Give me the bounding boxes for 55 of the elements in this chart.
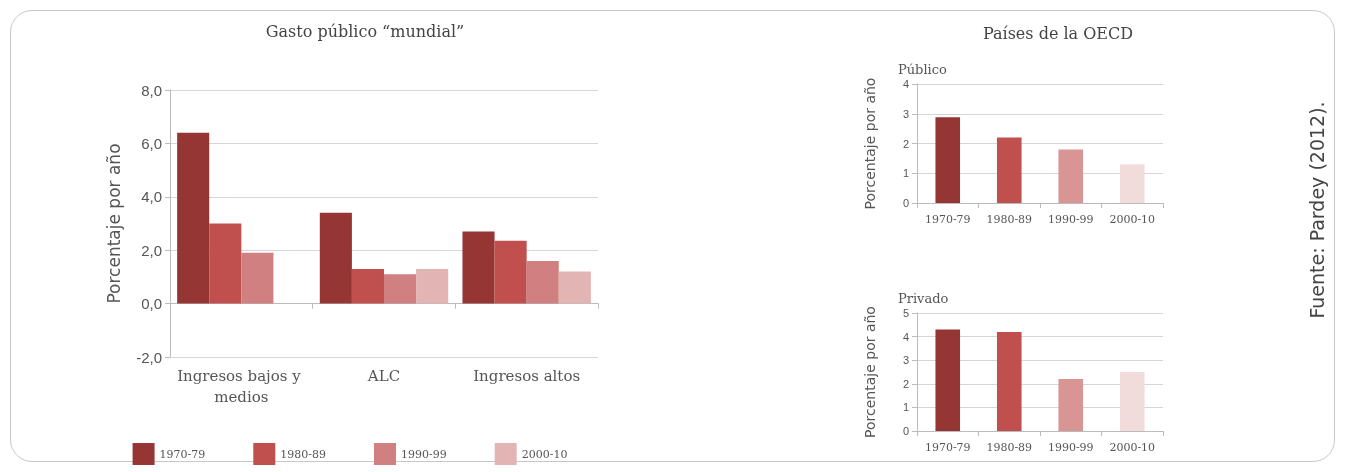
x-tick-label: 1970-79 bbox=[924, 213, 971, 226]
bar bbox=[1058, 149, 1084, 203]
x-tick-label: 2000-10 bbox=[1109, 441, 1156, 454]
source-note: Fuente: Pardey (2012). bbox=[1306, 101, 1328, 319]
bar bbox=[319, 212, 352, 304]
x-tick-label: Ingresos altos bbox=[473, 366, 581, 385]
y-tick-label: 0 bbox=[902, 197, 909, 209]
y-tick-label: 0,0 bbox=[141, 295, 162, 313]
bar bbox=[494, 240, 527, 304]
bar bbox=[209, 223, 242, 304]
y-axis-title: Porcentaje por año bbox=[862, 77, 878, 210]
y-tick-label: 4 bbox=[902, 330, 909, 343]
bar bbox=[416, 268, 449, 304]
y-tick-label: 4 bbox=[902, 78, 909, 90]
x-tick-label: 1990-99 bbox=[1047, 213, 1094, 226]
y-tick-label: -2,0 bbox=[136, 348, 162, 366]
bar bbox=[1119, 164, 1145, 203]
bar bbox=[558, 271, 591, 304]
y-tick-label: 1 bbox=[902, 167, 909, 180]
y-tick-label: 8,0 bbox=[141, 81, 162, 99]
bar bbox=[177, 132, 210, 304]
y-axis-title: Porcentaje por año bbox=[862, 306, 878, 438]
chart-title: Gasto público “mundial” bbox=[265, 21, 465, 41]
y-tick-label: 1 bbox=[902, 401, 909, 414]
bar bbox=[241, 252, 274, 304]
y-tick-label: 3 bbox=[902, 107, 909, 120]
bar bbox=[384, 274, 417, 304]
bar bbox=[1119, 372, 1145, 431]
x-tick-label: 1990-99 bbox=[1047, 441, 1094, 454]
y-tick-label: 2 bbox=[902, 137, 909, 150]
bar bbox=[526, 260, 559, 304]
x-tick-label: Ingresos bajos y medios bbox=[177, 366, 306, 406]
y-tick-label: 0 bbox=[902, 425, 909, 437]
bar bbox=[1058, 379, 1084, 431]
chart-subtitle: Público bbox=[898, 62, 948, 77]
bar bbox=[996, 137, 1022, 203]
y-tick-label: 5 bbox=[902, 307, 909, 319]
y-axis-title: Porcentaje por año bbox=[103, 143, 124, 304]
chart-subtitle: Privado bbox=[898, 291, 949, 306]
bar bbox=[996, 331, 1022, 431]
bar bbox=[935, 329, 961, 431]
y-tick-label: 6,0 bbox=[141, 134, 162, 152]
x-tick-label: 2000-10 bbox=[1109, 213, 1156, 226]
x-tick-label: 1980-89 bbox=[986, 213, 1033, 226]
x-tick-label: 1980-89 bbox=[986, 441, 1033, 454]
bar bbox=[462, 231, 495, 304]
bar bbox=[935, 117, 961, 203]
chart-title: Países de la OECD bbox=[982, 23, 1134, 43]
x-tick-label: 1970-79 bbox=[924, 441, 971, 454]
bar bbox=[351, 268, 384, 304]
y-tick-label: 2 bbox=[902, 377, 909, 390]
y-tick-label: 3 bbox=[902, 354, 909, 367]
y-tick-label: 4,0 bbox=[141, 188, 162, 206]
y-tick-label: 2,0 bbox=[141, 241, 162, 259]
x-tick-label: ALC bbox=[366, 366, 401, 385]
